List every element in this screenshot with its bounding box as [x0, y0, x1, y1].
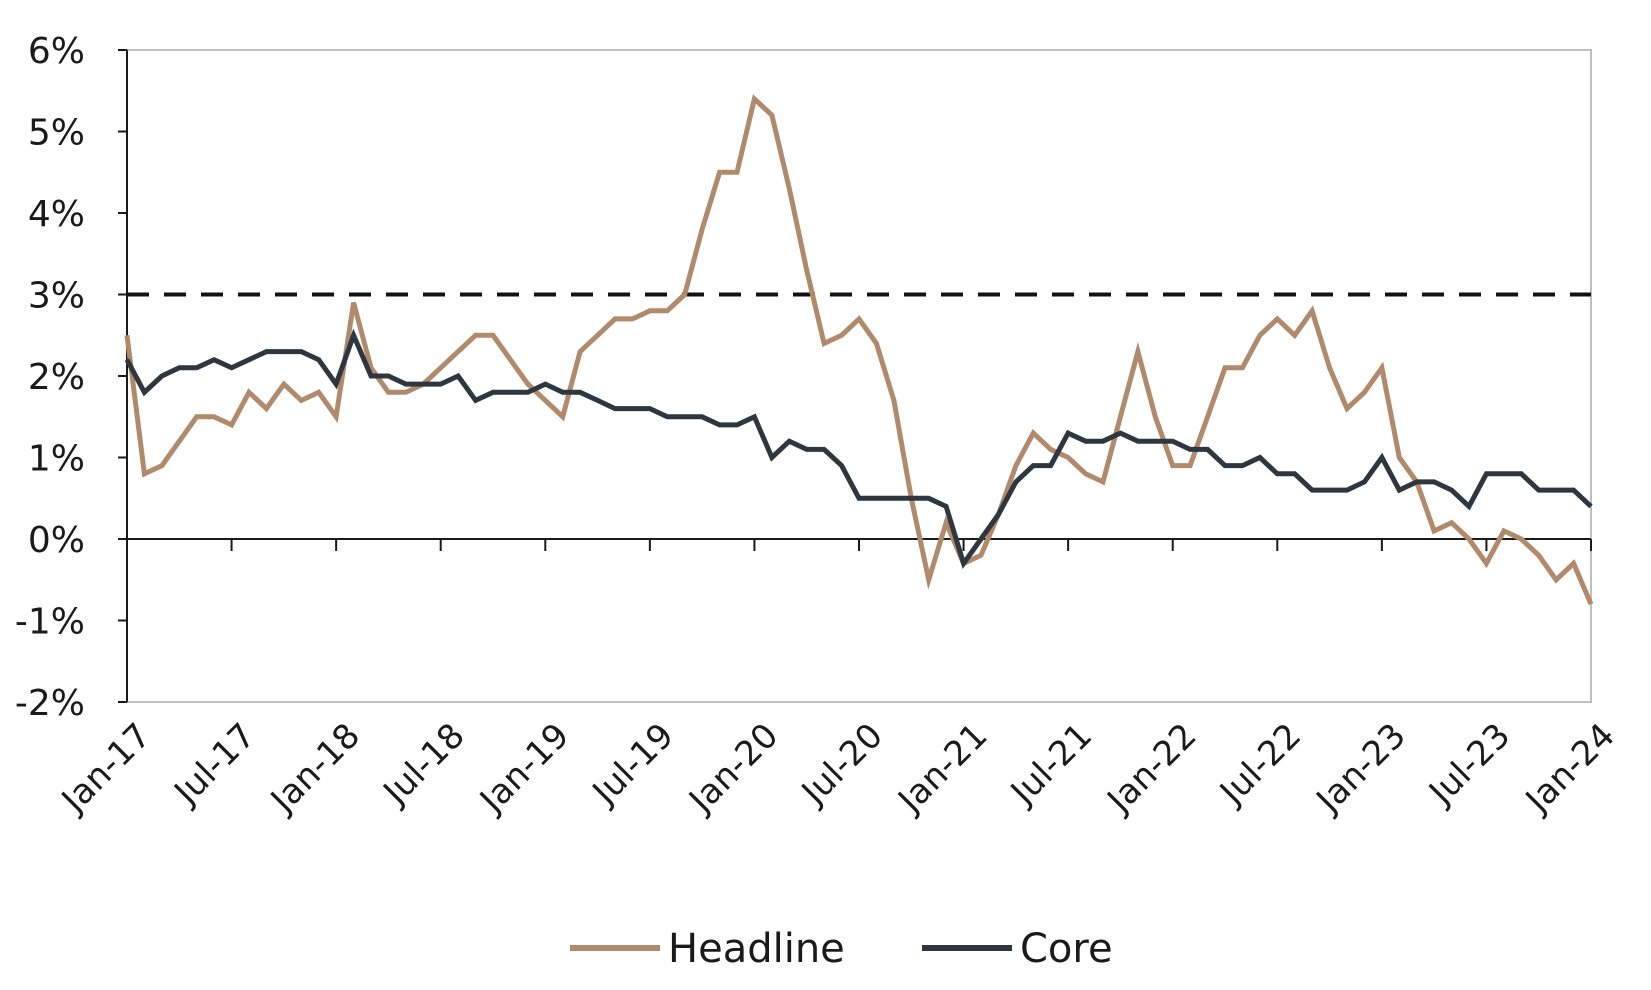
x-tick-label: Jan-19 [471, 716, 577, 822]
x-tick-label: Jul-22 [1211, 716, 1309, 814]
x-tick-label: Jan-21 [889, 716, 995, 822]
x-tick-label: Jul-18 [375, 716, 473, 814]
x-tick-label: Jan-23 [1308, 716, 1414, 822]
x-tick-label: Jul-21 [1002, 716, 1100, 814]
y-tick-label: 4% [28, 194, 85, 235]
x-axis-ticks: Jan-17 Jul-17 Jan-18 Jul-18 Jan-19 Jul-19 Jan-… [53, 539, 1623, 822]
legend: Headline Core [570, 926, 1113, 972]
y-tick-label: -2% [15, 683, 85, 724]
y-tick-label: 3% [28, 276, 85, 317]
series-layer [124, 94, 1594, 606]
x-tick-label: Jan-22 [1099, 716, 1205, 822]
legend-item-core: Core [922, 926, 1113, 972]
y-tick-label: 0% [28, 520, 85, 561]
series-line-core [124, 328, 1593, 569]
y-tick-label: 1% [28, 439, 85, 480]
legend-item-headline: Headline [570, 926, 845, 972]
legend-label-headline: Headline [668, 926, 845, 972]
y-tick-label: 5% [28, 113, 85, 154]
x-tick-label: Jul-17 [165, 716, 263, 814]
x-tick-label: Jul-23 [1420, 716, 1518, 814]
y-tick-label: 6% [28, 31, 85, 72]
x-tick-label: Jan-20 [680, 716, 786, 822]
y-tick-label: 2% [28, 357, 85, 398]
y-tick-label: -1% [15, 602, 85, 643]
plot-frame [126, 49, 1592, 703]
x-tick-label: Jan-17 [53, 716, 159, 822]
legend-label-core: Core [1020, 926, 1113, 972]
x-tick-label: Jan-18 [262, 716, 368, 822]
x-tick-label: Jul-20 [793, 716, 891, 814]
x-tick-label: Jul-19 [584, 716, 682, 814]
series-line-headline [124, 94, 1594, 606]
x-tick-label: Jan-24 [1517, 716, 1623, 822]
y-axis-ticks: 6% 5% 4% 3% 2% 1% 0% -1% -2% [15, 31, 127, 724]
